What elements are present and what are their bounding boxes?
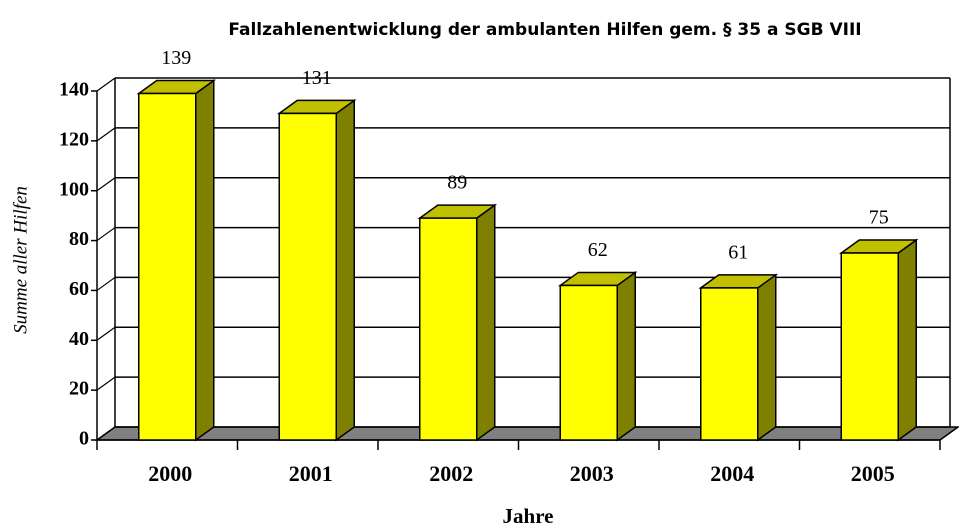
wall-grid-line [96, 77, 116, 92]
y-tick-label: 60 [69, 278, 89, 300]
y-axis-title: Summe aller Hilfen [10, 186, 31, 334]
bar [559, 284, 618, 441]
bar-side [335, 98, 355, 442]
x-axis-title: Jahre [503, 504, 554, 528]
y-tick-label: 80 [69, 228, 89, 250]
value-label: 89 [447, 172, 467, 194]
bar [700, 287, 759, 441]
x-tick-label: 2003 [570, 461, 614, 486]
y-tick-label: 140 [59, 79, 89, 101]
floor [94, 426, 959, 441]
bar [138, 92, 197, 441]
bar [419, 217, 478, 441]
value-label: 139 [161, 47, 191, 69]
y-tick-label: 120 [59, 128, 89, 150]
value-label: 62 [588, 239, 608, 261]
wall-grid-line [96, 426, 116, 441]
x-tick-label: 2000 [148, 461, 192, 486]
bar-side [757, 273, 777, 442]
wall-grid-line [96, 376, 116, 391]
value-label: 75 [869, 207, 889, 229]
wall-grid-line [96, 177, 116, 192]
bar [278, 112, 337, 441]
wall-grid-line [96, 127, 116, 142]
bar-side [476, 203, 496, 442]
bar-side [616, 270, 636, 442]
y-tick-label: 0 [79, 428, 89, 450]
bar-side [195, 79, 215, 442]
y-tick-label: 40 [69, 328, 89, 350]
y-tick-label: 20 [69, 378, 89, 400]
x-tick-label: 2004 [710, 461, 754, 486]
wall-grid-line [96, 276, 116, 291]
bar-side [897, 238, 917, 442]
value-label: 131 [302, 67, 332, 89]
x-tick-label: 2005 [851, 461, 895, 486]
value-label: 61 [728, 242, 748, 264]
wall-grid-line [96, 227, 116, 242]
chart-title: Fallzahlenentwicklung der ambulanten Hil… [228, 20, 861, 40]
x-tick-label: 2002 [429, 461, 473, 486]
wall-grid-line [96, 326, 116, 341]
y-tick-label: 100 [59, 178, 89, 200]
bar [840, 252, 899, 441]
x-tick-label: 2001 [289, 461, 333, 486]
